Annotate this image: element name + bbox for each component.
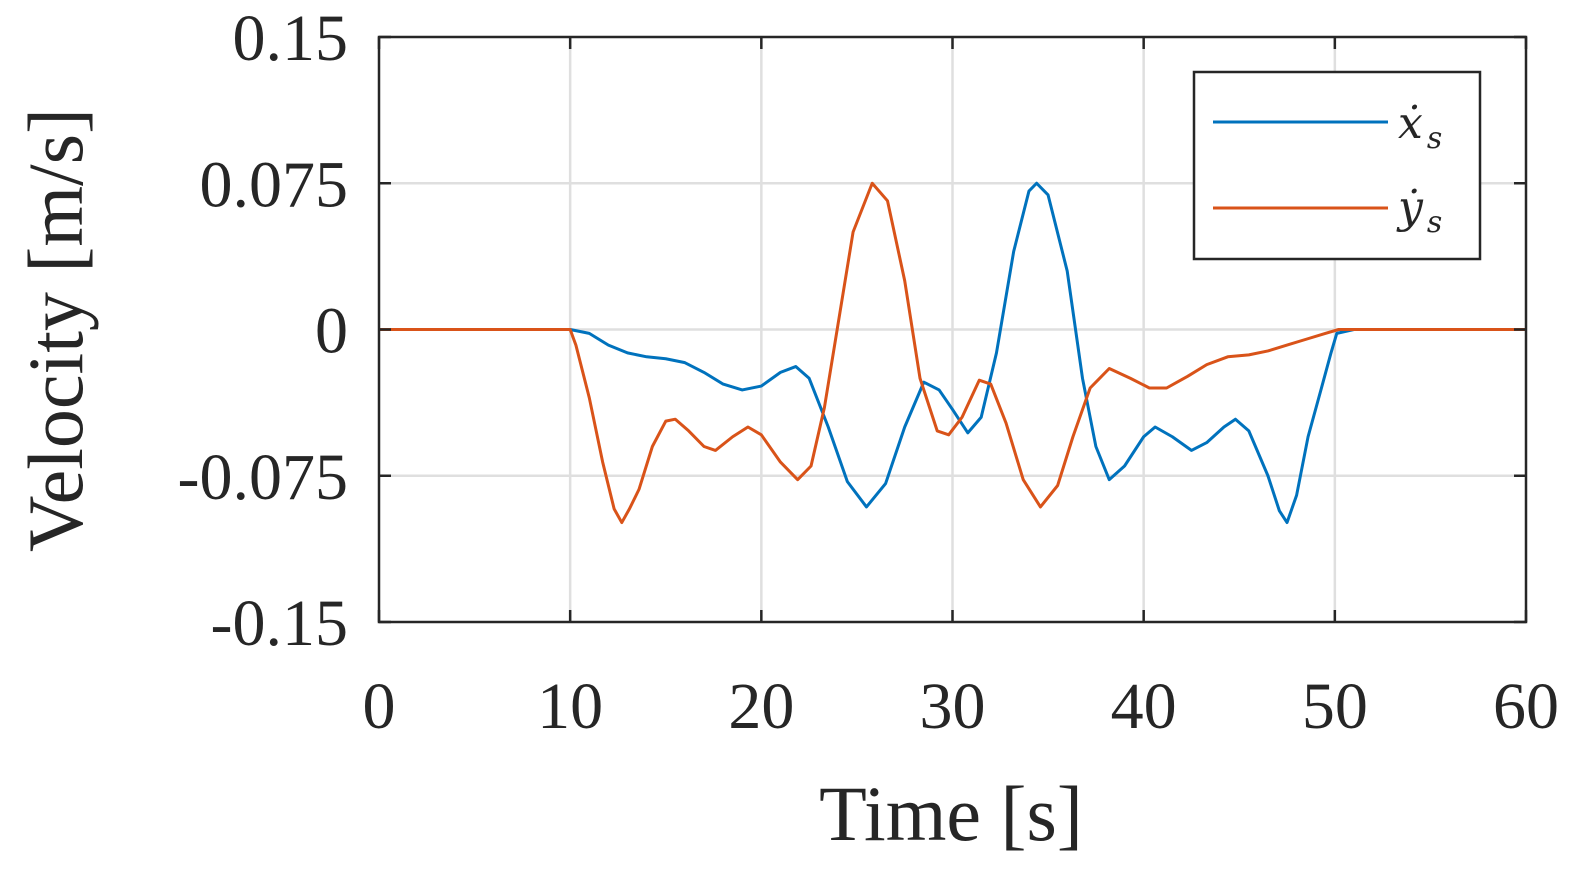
x-axis-label: Time [s] (819, 770, 1083, 857)
series-line-xs (379, 181, 1526, 525)
x-tick-label-1: 10 (537, 670, 603, 743)
x-tick-label-4: 40 (1111, 670, 1177, 743)
series-line-ys (379, 181, 1526, 525)
x-tick-label-0: 0 (363, 670, 396, 743)
legend-label-ys-sub: s (1427, 205, 1442, 240)
legend-label-ys-base: ẏ (1396, 182, 1424, 233)
x-tick-label-2: 20 (728, 670, 794, 743)
tick-labels: 0 10 20 30 40 50 60 -0.15 -0.075 0 0.075 0.15 (178, 2, 1559, 743)
legend-label-xs-base: ẋ (1398, 98, 1423, 149)
x-tick-label-6: 60 (1493, 670, 1559, 743)
y-axis-label: Velocity [m/s] (12, 108, 99, 552)
legend-box (1192, 70, 1482, 261)
y-tick-label-4: 0.15 (233, 2, 349, 75)
y-tick-label-1: -0.075 (178, 441, 348, 514)
x-tick-label-5: 50 (1302, 670, 1368, 743)
x-tick-label-3: 30 (920, 670, 986, 743)
axes-layer (377, 35, 1528, 624)
y-tick-label-3: 0.075 (200, 148, 349, 221)
series-layer (379, 181, 1526, 525)
legend-label-xs-sub: s (1427, 121, 1442, 156)
y-tick-label-0: -0.15 (211, 587, 348, 660)
y-tick-label-2: 0 (315, 295, 348, 368)
